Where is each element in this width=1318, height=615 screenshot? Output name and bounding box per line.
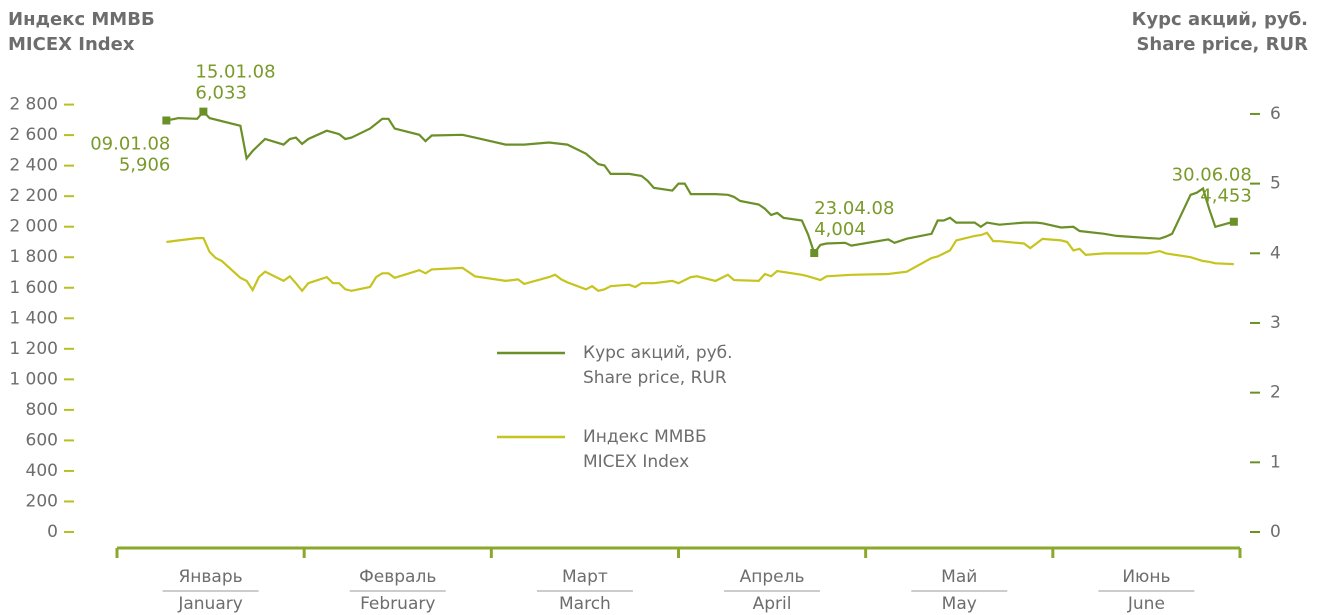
y-tick-label: 2 600 xyxy=(9,125,58,145)
annotation-value: 5,906 xyxy=(119,154,171,175)
y-tick-label: 400 xyxy=(26,461,58,481)
y-tick-label: 1 400 xyxy=(9,308,58,328)
y-tick-label: 600 xyxy=(26,430,58,450)
month-label: Апрель xyxy=(740,567,805,587)
month-label: June xyxy=(1127,594,1165,614)
y-tick-label: 200 xyxy=(26,491,58,511)
month-label: Март xyxy=(562,567,608,587)
y2-tick-label: 6 xyxy=(1270,104,1281,124)
y2-tick-label: 3 xyxy=(1270,313,1281,333)
y-tick-label: 1 800 xyxy=(9,247,58,267)
legend-label: MICEX Index xyxy=(583,452,689,472)
legend-label: Курс акций, руб. xyxy=(583,343,733,363)
series-line xyxy=(166,109,1235,256)
y2-tick-label: 0 xyxy=(1270,522,1281,542)
month-label: Февраль xyxy=(359,567,436,587)
annotation-date: 15.01.08 xyxy=(195,62,275,83)
month-label: February xyxy=(360,594,435,614)
month-label: Май xyxy=(941,567,977,587)
month-label: Июнь xyxy=(1122,567,1170,587)
y2-axis-title: Курс акций, руб. xyxy=(1132,9,1308,30)
month-label: April xyxy=(753,594,792,614)
annotation-value: 4,004 xyxy=(814,219,866,240)
y2-tick-label: 1 xyxy=(1270,452,1281,472)
y2-tick-label: 5 xyxy=(1270,174,1281,194)
annotation-marker xyxy=(199,107,208,116)
y-tick-label: 0 xyxy=(47,522,58,542)
y-axis-title: MICEX Index xyxy=(8,34,135,55)
annotation-value: 6,033 xyxy=(195,83,247,104)
month-label: March xyxy=(559,594,611,614)
y-tick-label: 2 400 xyxy=(9,156,58,176)
y-tick-label: 2 200 xyxy=(9,186,58,206)
annotation-value: 4,453 xyxy=(1200,186,1252,207)
y2-axis-title: Share price, RUR xyxy=(1136,34,1308,55)
legend-label: Индекс ММВБ xyxy=(583,427,707,447)
month-label: May xyxy=(942,594,977,614)
annotation-date: 23.04.08 xyxy=(814,198,894,219)
y-tick-label: 1 600 xyxy=(9,278,58,298)
y-tick-label: 2 800 xyxy=(9,95,58,115)
annotation-date: 09.01.08 xyxy=(90,133,170,154)
series-line xyxy=(166,231,1234,293)
annotation-marker xyxy=(810,249,819,258)
y2-tick-label: 2 xyxy=(1270,383,1281,403)
y-tick-label: 1 000 xyxy=(9,369,58,389)
annotation-marker xyxy=(162,116,171,125)
month-label: January xyxy=(177,594,242,614)
annotation-date: 30.06.08 xyxy=(1172,165,1252,186)
y2-tick-label: 4 xyxy=(1270,243,1281,263)
annotation-marker xyxy=(1229,217,1238,226)
legend-label: Share price, RUR xyxy=(583,368,727,388)
month-label: Январь xyxy=(178,567,242,587)
y-tick-label: 1 200 xyxy=(9,339,58,359)
y-axis-title: Индекс ММВБ xyxy=(8,9,155,30)
y-tick-label: 2 000 xyxy=(9,217,58,237)
y-tick-label: 800 xyxy=(26,400,58,420)
